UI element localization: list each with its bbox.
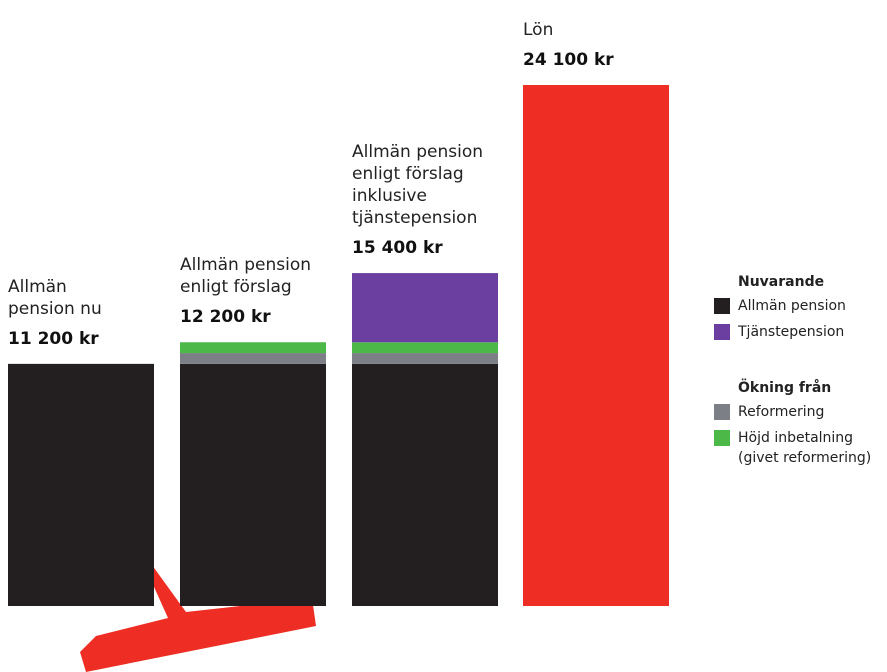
legend-label-allman: Allmän pension <box>738 298 846 314</box>
bar-2-hojd <box>180 342 326 354</box>
legend-item-hojd: Höjd inbetalning (givet reformering) <box>714 428 871 474</box>
bar-2-allman <box>180 363 326 606</box>
legend-group-title-current: Nuvarande <box>738 274 825 290</box>
bars-layer <box>8 85 669 606</box>
legend-label-tjanst: Tjänstepension <box>738 324 845 340</box>
legend-label-hojd: Höjd inbetalning (givet reformering) <box>738 430 872 466</box>
legend-item-allman: Allmän pension <box>714 296 871 322</box>
legend-swatch-hojd <box>714 430 730 446</box>
bar-4-lon <box>523 85 669 606</box>
bar-3-tjanst <box>352 273 498 343</box>
legend-label-reform: Reformering <box>738 404 825 420</box>
legend-swatch-tjanst <box>714 324 730 340</box>
category-label-3: Allmän pension enligt förslag inklusive … <box>352 142 484 229</box>
bar-3-hojd <box>352 342 498 354</box>
category-label-2: Allmän pension enligt förslag <box>180 255 312 298</box>
bar-2-reform <box>180 353 326 364</box>
legend-group-title-increase: Ökning från <box>738 380 832 396</box>
bar-3-allman <box>352 363 498 606</box>
value-label-2: 12 200 kr <box>180 307 271 328</box>
legend-item-tjanst: Tjänstepension <box>714 322 871 348</box>
value-label-4: 24 100 kr <box>523 50 614 70</box>
legend-swatch-allman <box>714 298 730 314</box>
value-label-1: 11 200 kr <box>8 328 99 349</box>
category-label-4: Lön <box>523 20 554 40</box>
legend-item-reform: Reformering <box>714 402 871 428</box>
category-label-1: Allmän pension nu <box>8 276 102 319</box>
value-label-3: 15 400 kr <box>352 238 443 259</box>
bar-3-reform <box>352 353 498 364</box>
bar-1-allman <box>8 363 154 606</box>
legend-swatch-reform <box>714 404 730 420</box>
legend: Nuvarande Allmän pension Tjänstepension … <box>714 272 871 474</box>
